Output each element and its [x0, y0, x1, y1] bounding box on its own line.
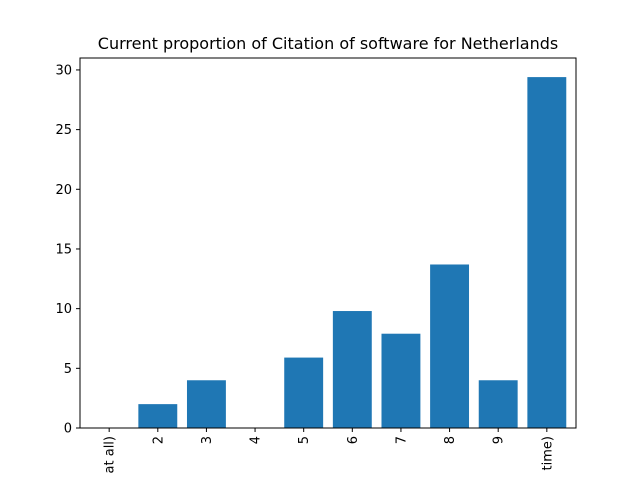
- y-tick-label: 0: [64, 422, 72, 437]
- x-tick-label: 4: [249, 436, 264, 444]
- x-tick-label: 9: [492, 436, 507, 444]
- x-tick-label: 7: [394, 436, 409, 444]
- y-tick-label: 10: [55, 302, 72, 317]
- y-tick-label: 30: [55, 63, 72, 78]
- bar-5: [284, 357, 324, 428]
- y-tick-label: 20: [55, 183, 72, 198]
- x-tick-label: 2: [151, 436, 166, 444]
- bar-7: [381, 333, 421, 428]
- y-tick-label: 25: [55, 123, 72, 138]
- bar-time: [527, 77, 567, 428]
- y-tick-label: 5: [64, 362, 72, 377]
- bar-3: [186, 380, 226, 428]
- x-axis: at all) 2 3 4 5 6 7 8 9 time): [103, 428, 555, 473]
- x-tick-label: 6: [346, 436, 361, 444]
- bar-6: [332, 311, 372, 428]
- chart-title: Current proportion of Citation of softwa…: [98, 34, 558, 53]
- x-tick-label: 3: [200, 436, 215, 444]
- bars-layer: [138, 77, 567, 428]
- x-tick-label: 8: [443, 436, 458, 444]
- x-tick-label: time): [540, 436, 555, 470]
- x-tick-label: 5: [297, 436, 312, 444]
- y-tick-label: 15: [55, 242, 72, 257]
- y-axis: 0 5 10 15 20 25 30: [55, 63, 80, 437]
- bar-2: [138, 404, 178, 428]
- x-tick-label: at all): [103, 436, 118, 473]
- bar-8: [430, 264, 470, 428]
- bar-9: [478, 380, 518, 428]
- plot-frame: [79, 57, 577, 429]
